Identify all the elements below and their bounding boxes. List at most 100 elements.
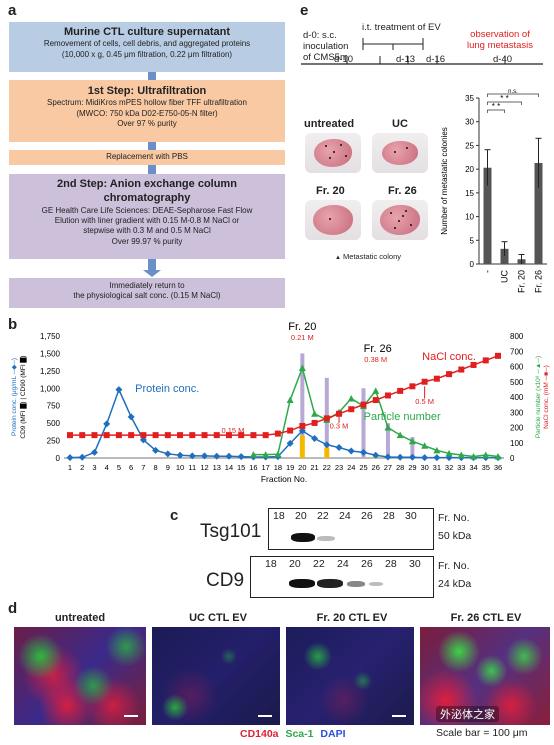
flow-arrow (148, 165, 156, 174)
stain-legend: CD140a Sca-1 DAPI (240, 728, 346, 740)
flow-arrow (148, 142, 156, 150)
fraction-line-chart: 1 2 3 4 5 6 7 8 9 10 11 12 13 14 15 16 17 18 19 20 21 22 23 24 2… (11, 321, 550, 484)
panel-label-d: d (8, 600, 18, 617)
lung-legend: ▲ Metastatic colony (335, 252, 401, 261)
x-tick-label: 14 (225, 463, 233, 472)
watermark-text: 外泌体之家 (440, 709, 495, 721)
x-tick-label: 30 (420, 463, 428, 472)
x-tick-label: 36 (494, 463, 502, 472)
cd90-bar (410, 437, 415, 458)
x-tick-label: 29 (408, 463, 416, 472)
lung-photo-fr26 (372, 200, 428, 240)
timeline-d40: d-40 (493, 54, 513, 65)
protein-point (359, 448, 367, 456)
flow-box-line: (10,000 x g, 0.45 μm filtration, 0.22 μm… (61, 49, 233, 59)
right-y-tick-label: 500 (510, 378, 524, 387)
nacl-point (384, 392, 391, 399)
lung-label-fr20: Fr. 20 (316, 185, 345, 197)
protein-series-label: Protein conc. (135, 383, 199, 395)
nacl-point (79, 432, 86, 439)
bar (534, 162, 543, 264)
micrograph-title-untreated: untreated (54, 612, 106, 624)
bar (500, 248, 509, 264)
nacl-point (360, 401, 367, 408)
timeline-d16: d-16 (426, 54, 446, 65)
nacl-point (287, 427, 294, 434)
nacl-point (458, 366, 465, 373)
nacl-point (128, 432, 135, 439)
lung-label-fr26: Fr. 26 (388, 185, 417, 197)
lane-label: 28 (385, 558, 397, 570)
y-tick-label: 25 (465, 141, 474, 150)
bar (483, 167, 492, 264)
nacl-point (115, 432, 122, 439)
scale-bar (124, 715, 138, 717)
flow-box-supernatant: Murine CTL culture supernatant Removemen… (9, 22, 285, 72)
lane-label: 22 (317, 510, 329, 522)
y-tick-label: 10 (465, 213, 474, 222)
x-tick-label: 16 (249, 463, 257, 472)
left-y-axis-label: Protein conc. (μg/mL ─◆─) (11, 358, 18, 436)
x-tick-label: 13 (213, 463, 221, 472)
x-tick-label: 10 (176, 463, 184, 472)
nacl-point (91, 432, 98, 439)
lung-tissue (314, 139, 352, 167)
nacl-point (470, 361, 477, 368)
right-y-tick-label: 700 (510, 347, 524, 356)
protein-point (225, 452, 233, 460)
significance-label: n.s. (508, 89, 518, 95)
western-band (317, 536, 335, 541)
right-y-axis-label: Particle number (x10⁸ ─▲─) (535, 356, 542, 438)
flow-box-title: Murine CTL culture supernatant (63, 26, 231, 38)
western-blot-tsg101: 18 20 22 24 26 28 30 (268, 508, 434, 550)
lane-label: 26 (361, 558, 373, 570)
significance-bracket (487, 93, 539, 97)
right-y-tick-label: 100 (510, 439, 524, 448)
flow-box-line: GE Health Care Life Sciences: DEAE-Sepha… (41, 205, 253, 215)
nacl-point (177, 432, 184, 439)
lane-label: 18 (265, 558, 277, 570)
nacl-015-annotation: 0.15 M (222, 426, 245, 435)
protein-point (347, 447, 355, 455)
cd9-bar (324, 447, 330, 458)
protein-point (127, 413, 135, 421)
nacl-point (446, 371, 453, 378)
micrograph-fr20 (286, 627, 414, 725)
y-tick-label: 35 (465, 94, 474, 103)
right-y-tick-label: 300 (510, 408, 524, 417)
flow-box-title: 2nd Step: Anion exchange column chromato… (57, 178, 237, 205)
protein-point (372, 451, 380, 459)
protein-point (213, 452, 221, 460)
protein-point (311, 434, 319, 442)
x-tick-label: 21 (310, 463, 318, 472)
lung-tissue (382, 141, 418, 165)
x-tick-label: 2 (80, 463, 84, 472)
nacl-point (262, 432, 269, 439)
flow-box-line: Removement of cells, cell debris, and ag… (43, 39, 251, 49)
nacl-05-annotation: 0.5 M (415, 397, 434, 406)
right-y-tick-label: 200 (510, 424, 524, 433)
protein-point (433, 454, 441, 462)
x-tick-label: 32 (445, 463, 453, 472)
western-cd9-kda: 24 kDa (438, 578, 472, 590)
protein-point (286, 439, 294, 447)
western-blot-cd9: 18 20 22 24 26 28 30 (250, 556, 434, 598)
lane-label: 28 (383, 510, 395, 522)
nacl-point (274, 430, 281, 437)
particle-point (482, 451, 490, 458)
particle-point (274, 450, 282, 458)
timeline-inoculation: inoculation (303, 40, 349, 52)
protein-point (237, 453, 245, 461)
treatment-timeline (301, 38, 543, 65)
x-tick-label: 23 (335, 463, 343, 472)
scale-bar (392, 715, 406, 717)
particle-point (408, 437, 416, 445)
x-tick-label: 4 (105, 463, 109, 472)
left-y-tick-label: 500 (47, 419, 61, 428)
protein-point (298, 427, 306, 435)
y-tick-label: 20 (465, 165, 474, 174)
western-band (291, 533, 315, 542)
protein-point (335, 444, 343, 452)
significance-label: * * (492, 102, 500, 111)
panel-label-c: c (170, 507, 179, 524)
